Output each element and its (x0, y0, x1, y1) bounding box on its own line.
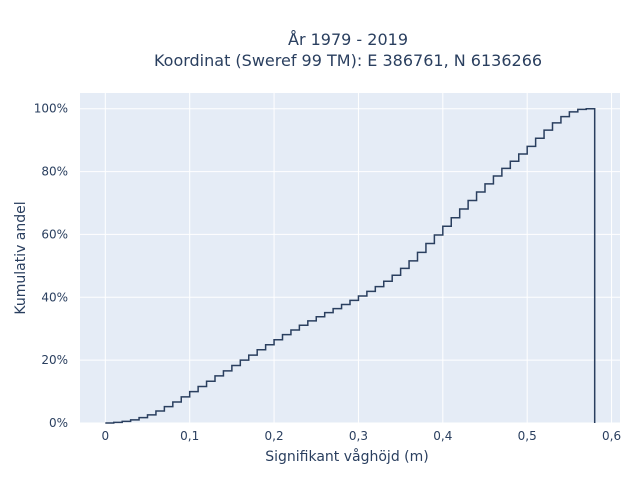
data-point (248, 354, 250, 356)
data-point (391, 274, 393, 276)
data-point (383, 280, 385, 282)
data-point (493, 175, 495, 177)
data-point (526, 146, 528, 148)
data-point (552, 122, 554, 124)
y-tick-label: 100% (34, 102, 68, 116)
data-point (501, 168, 503, 170)
data-point (273, 339, 275, 341)
data-point (425, 243, 427, 245)
data-point (240, 359, 242, 361)
data-point (341, 304, 343, 306)
data-point (349, 300, 351, 302)
data-point (450, 217, 452, 219)
data-point (180, 396, 182, 398)
data-point (594, 422, 596, 424)
x-tick-label: 0,5 (518, 429, 537, 443)
x-tick-label: 0,1 (180, 429, 199, 443)
y-tick-label: 0% (49, 416, 68, 430)
data-point (290, 329, 292, 331)
data-point (138, 417, 140, 419)
data-point (130, 419, 132, 421)
y-axis-ticks: 0% 20% 40% 60% 80% 100% (34, 102, 68, 430)
plot-area (80, 93, 620, 423)
data-point (332, 308, 334, 310)
data-point (172, 401, 174, 403)
data-point (315, 316, 317, 318)
data-point (484, 183, 486, 185)
data-point (510, 160, 512, 162)
series-layer (105, 107, 596, 424)
data-point (189, 391, 191, 393)
data-point (307, 320, 309, 322)
data-point (569, 111, 571, 113)
data-point (518, 153, 520, 155)
data-point (223, 370, 225, 372)
data-point (543, 129, 545, 131)
data-point (206, 380, 208, 382)
x-tick-label: 0,2 (265, 429, 284, 443)
y-tick-label: 60% (41, 227, 68, 241)
data-point (282, 334, 284, 336)
data-point (197, 386, 199, 388)
x-tick-label: 0,6 (602, 429, 621, 443)
grid (80, 93, 620, 424)
data-point (585, 108, 587, 110)
data-point (467, 200, 469, 202)
data-point (155, 410, 157, 412)
data-point (164, 406, 166, 408)
data-point (400, 268, 402, 270)
data-point (299, 324, 301, 326)
data-point (231, 365, 233, 367)
data-point (577, 109, 579, 111)
data-point (535, 137, 537, 139)
data-point (214, 375, 216, 377)
y-tick-label: 40% (41, 290, 68, 304)
data-point (324, 312, 326, 314)
cdf-step-line (105, 107, 596, 424)
data-point (434, 234, 436, 236)
data-point (375, 286, 377, 288)
data-point (121, 421, 123, 423)
chart-subtitle: Koordinat (Sweref 99 TM): E 386761, N 61… (154, 51, 542, 70)
data-point (417, 252, 419, 254)
data-point (459, 208, 461, 210)
data-point (105, 422, 107, 424)
data-point (147, 414, 149, 416)
data-point (366, 291, 368, 293)
y-tick-label: 80% (41, 165, 68, 179)
x-tick-label: 0 (101, 429, 109, 443)
data-point (560, 116, 562, 118)
x-tick-label: 0,4 (433, 429, 452, 443)
data-point (265, 344, 267, 346)
data-point (408, 260, 410, 262)
chart-title: År 1979 - 2019 (288, 30, 408, 49)
data-point (113, 422, 115, 424)
data-point (476, 191, 478, 193)
data-point (442, 225, 444, 227)
x-tick-label: 0,3 (349, 429, 368, 443)
y-axis-label: Kumulativ andel (13, 201, 29, 314)
x-axis-ticks: 0 0,1 0,2 0,3 0,4 0,5 0,6 (101, 429, 621, 443)
x-axis-label: Signifikant våghöjd (m) (265, 448, 428, 465)
data-point (256, 349, 258, 351)
data-point (358, 295, 360, 297)
y-tick-label: 20% (41, 353, 68, 367)
